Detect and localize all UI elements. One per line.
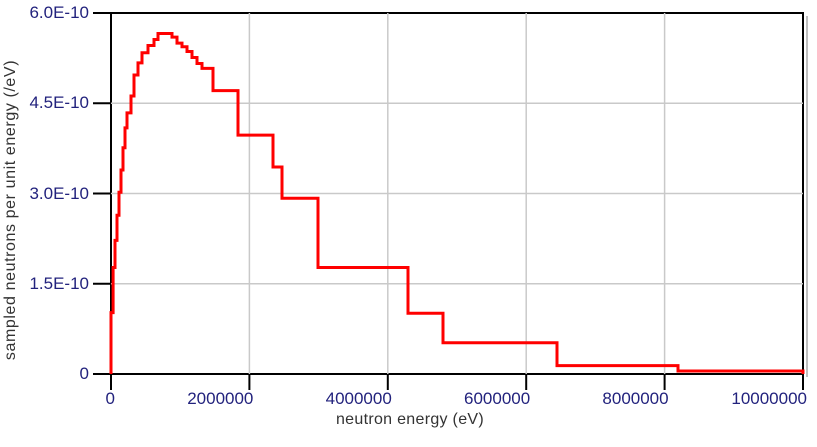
y-tick-label: 0	[79, 364, 89, 383]
y-tick-label: 4.5E-10	[29, 93, 89, 113]
y-tick-label: 3.0E-10	[29, 183, 89, 203]
x-tick-label: 4000000	[325, 389, 392, 408]
y-tick-label: 1.5E-10	[29, 273, 89, 293]
x-tick-label: 10000000	[731, 389, 807, 408]
x-tick-label: 8000000	[602, 389, 669, 408]
x-axis-title: neutron energy (eV)	[335, 411, 484, 428]
x-tick-label: 6000000	[464, 389, 531, 408]
x-tick-label: 2000000	[187, 389, 254, 408]
y-tick-label: 6.0E-10	[29, 3, 89, 22]
data-series-line	[109, 32, 805, 374]
plot-canvas	[93, 12, 805, 390]
plot-frame-shadow	[806, 16, 808, 377]
x-tick-label: 0	[105, 389, 115, 408]
